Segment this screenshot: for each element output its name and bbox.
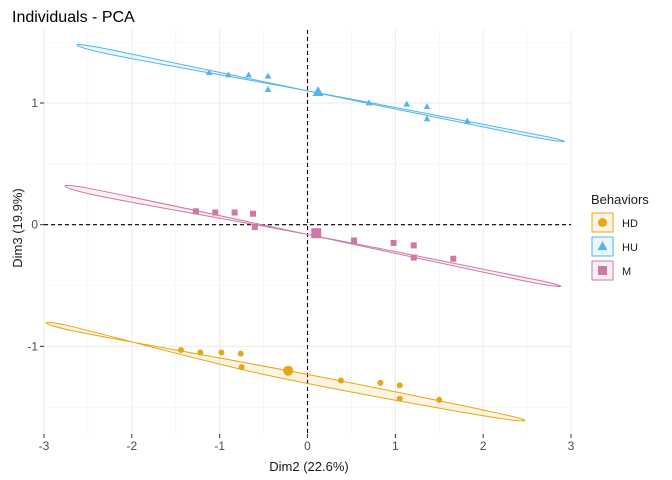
legend-label-hd: HD (622, 218, 638, 230)
y-tick-label: -1 (27, 339, 38, 353)
point-hd (178, 347, 185, 354)
centroid-m (311, 228, 322, 239)
legend-marker-hd (598, 218, 607, 227)
legend: Behaviors HD HU M (591, 192, 649, 281)
point-hd (377, 379, 384, 386)
y-tick-label: 0 (31, 218, 38, 232)
point-m (231, 209, 238, 216)
data-points (178, 68, 471, 403)
ellipse-hu (76, 44, 565, 142)
centroid-hd (283, 365, 294, 376)
point-hu (423, 115, 431, 122)
point-hd (218, 349, 225, 356)
point-hu (205, 68, 213, 75)
x-axis-label: Dim2 (22.6%) (269, 459, 348, 474)
point-hu (264, 72, 272, 79)
point-m (212, 209, 219, 216)
point-m (410, 242, 417, 249)
x-axis-ticks: -3 -2 -1 0 1 2 3 (39, 434, 575, 453)
legend-marker-m (598, 266, 607, 275)
legend-marker-hu (597, 241, 608, 251)
legend-label-hu: HU (622, 242, 638, 254)
chart-title: Individuals - PCA (12, 9, 135, 26)
y-tick-label: 1 (31, 96, 38, 110)
legend-title: Behaviors (591, 192, 649, 207)
point-m (251, 224, 258, 231)
point-hd (337, 377, 344, 384)
x-tick-label: -1 (214, 439, 225, 453)
point-hd (238, 364, 245, 371)
group-ellipses (45, 44, 565, 422)
point-m (410, 254, 417, 261)
point-hd (197, 349, 204, 356)
x-tick-label: 3 (568, 439, 575, 453)
centroid-hu (312, 86, 324, 97)
point-m (351, 237, 358, 244)
x-tick-label: 1 (392, 439, 399, 453)
point-m (250, 210, 257, 217)
point-hu (403, 100, 411, 107)
x-tick-label: 2 (480, 439, 487, 453)
x-tick-label: 0 (304, 439, 311, 453)
x-tick-label: -2 (126, 439, 137, 453)
point-hu (365, 99, 373, 106)
point-hu (264, 86, 272, 93)
point-m (192, 208, 199, 215)
point-m (450, 255, 457, 262)
reference-lines (44, 30, 571, 434)
point-hu (245, 71, 252, 78)
point-hd (396, 395, 403, 402)
point-hu (464, 117, 471, 124)
ellipse-m (64, 184, 562, 287)
point-hd (396, 382, 403, 389)
y-axis-ticks: -1 0 1 (27, 96, 44, 353)
point-hu (225, 71, 232, 78)
legend-label-m: M (622, 266, 631, 278)
y-axis-label: Dim3 (19.9%) (10, 188, 25, 267)
point-hd (436, 396, 443, 403)
point-m (390, 239, 397, 246)
point-hu (423, 103, 431, 110)
x-tick-label: -3 (39, 439, 50, 453)
point-hd (237, 350, 244, 357)
